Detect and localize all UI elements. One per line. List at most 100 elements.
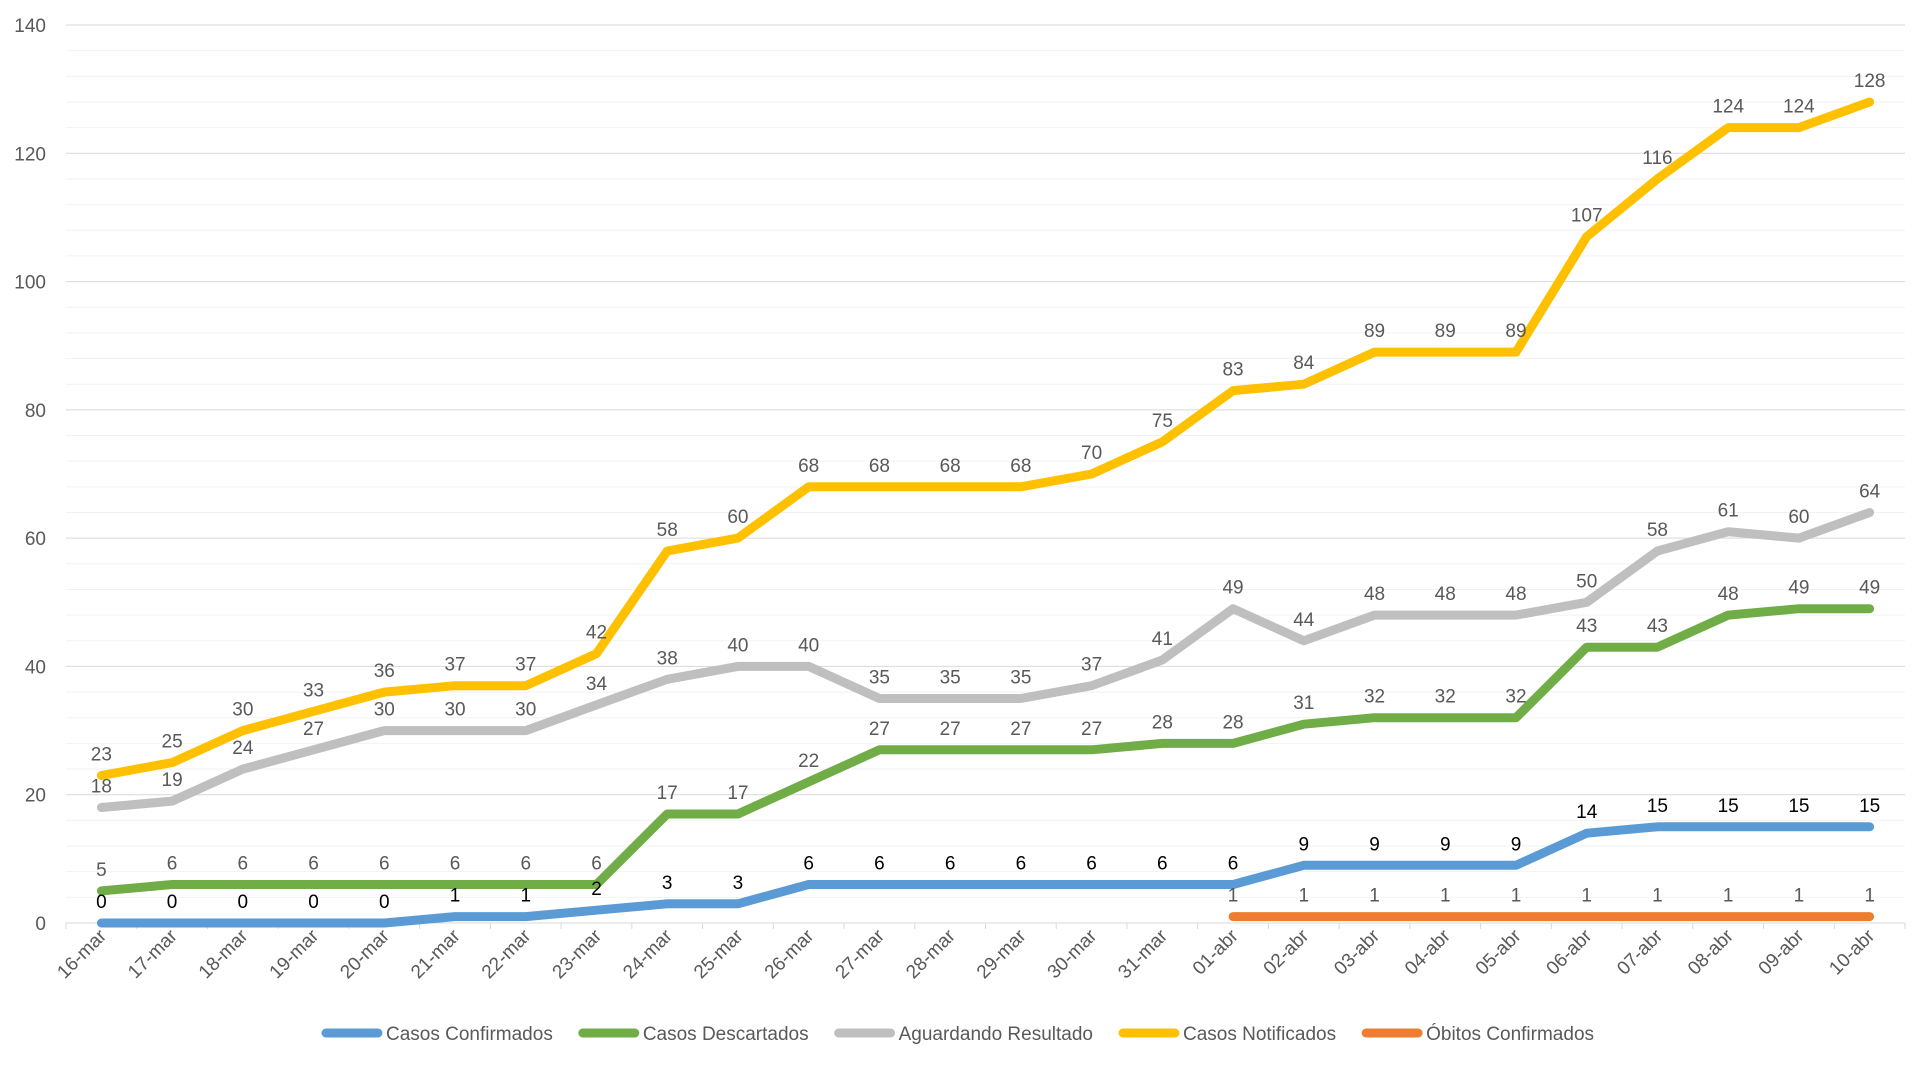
data-label: 30 bbox=[374, 700, 395, 721]
y-tick-label: 100 bbox=[14, 273, 46, 294]
data-label: 36 bbox=[374, 661, 395, 682]
data-label: 34 bbox=[586, 674, 608, 695]
data-label: 124 bbox=[1712, 97, 1744, 118]
data-label: 48 bbox=[1505, 584, 1526, 605]
data-label: 60 bbox=[727, 507, 748, 528]
data-label: 1 bbox=[1369, 886, 1380, 907]
data-label: 1 bbox=[450, 886, 461, 907]
data-label: 70 bbox=[1081, 443, 1102, 464]
y-tick-label: 40 bbox=[25, 657, 46, 678]
data-label: 64 bbox=[1859, 481, 1881, 502]
data-label: 40 bbox=[798, 635, 819, 656]
x-tick-label: 20-mar bbox=[336, 925, 394, 983]
legend: Casos Confirmados Casos Descartados Aguard… bbox=[321, 1023, 1594, 1045]
data-label: 33 bbox=[303, 680, 324, 701]
data-label: 49 bbox=[1222, 578, 1243, 599]
data-label: 37 bbox=[515, 655, 536, 676]
data-label: 2 bbox=[591, 879, 602, 900]
data-label: 1 bbox=[1864, 886, 1875, 907]
data-label: 107 bbox=[1571, 206, 1603, 227]
data-label: 1 bbox=[1581, 886, 1592, 907]
data-label: 1 bbox=[1652, 886, 1663, 907]
data-label: 68 bbox=[940, 456, 961, 477]
x-tick-label: 17-mar bbox=[124, 925, 182, 983]
data-label: 0 bbox=[379, 892, 390, 913]
data-label: 116 bbox=[1642, 148, 1672, 169]
x-tick-label: 07-abr bbox=[1613, 925, 1667, 979]
data-label: 35 bbox=[1010, 668, 1031, 689]
data-label: 32 bbox=[1505, 687, 1526, 708]
data-label: 18 bbox=[91, 777, 112, 798]
data-label: 24 bbox=[232, 738, 254, 759]
data-label: 68 bbox=[1010, 456, 1031, 477]
data-label: 9 bbox=[1298, 834, 1309, 855]
data-label: 89 bbox=[1364, 321, 1385, 342]
data-label: 38 bbox=[657, 648, 678, 669]
data-label: 6 bbox=[450, 854, 461, 875]
data-label: 44 bbox=[1293, 610, 1315, 631]
data-label: 0 bbox=[308, 892, 319, 913]
x-tick-label: 10-abr bbox=[1825, 925, 1879, 979]
data-label: 17 bbox=[657, 783, 678, 804]
data-label: 3 bbox=[662, 873, 673, 894]
data-label: 25 bbox=[162, 732, 183, 753]
legend-label: Aguardando Resultado bbox=[899, 1024, 1093, 1045]
data-label: 9 bbox=[1440, 834, 1451, 855]
x-tick-label: 23-mar bbox=[549, 925, 607, 983]
data-label: 15 bbox=[1718, 796, 1739, 817]
data-label: 89 bbox=[1505, 321, 1526, 342]
x-tick-label: 05-abr bbox=[1472, 925, 1526, 979]
legend-label: Casos Confirmados bbox=[386, 1024, 553, 1045]
data-label: 37 bbox=[444, 655, 465, 676]
data-label: 6 bbox=[803, 854, 814, 875]
data-label: 1 bbox=[1723, 886, 1734, 907]
data-label: 37 bbox=[1081, 655, 1102, 676]
series-line-casos-confirmados bbox=[96, 822, 1875, 928]
x-tick-label: 03-abr bbox=[1330, 925, 1384, 979]
data-label: 5 bbox=[96, 860, 107, 881]
data-label: 6 bbox=[308, 854, 319, 875]
x-tick-label: 27-mar bbox=[832, 925, 890, 983]
data-label: 43 bbox=[1576, 616, 1597, 637]
data-label: 6 bbox=[238, 854, 249, 875]
data-label: 58 bbox=[1647, 520, 1668, 541]
data-label: 49 bbox=[1859, 578, 1880, 599]
x-tick-label: 30-mar bbox=[1044, 925, 1102, 983]
data-label: 30 bbox=[232, 700, 253, 721]
data-label: 128 bbox=[1854, 71, 1886, 92]
data-label: 75 bbox=[1152, 411, 1173, 432]
data-label: 27 bbox=[869, 719, 890, 740]
x-tick-label: 01-abr bbox=[1189, 925, 1243, 979]
x-tick-label: 29-mar bbox=[973, 925, 1031, 983]
x-tick-label: 06-abr bbox=[1543, 925, 1597, 979]
data-label: 27 bbox=[940, 719, 961, 740]
data-label: 1 bbox=[1440, 886, 1451, 907]
data-label: 48 bbox=[1718, 584, 1739, 605]
legend-label: Casos Notificados bbox=[1183, 1024, 1336, 1045]
data-label: 22 bbox=[798, 751, 819, 772]
x-tick-label: 16-mar bbox=[53, 925, 111, 983]
data-label: 83 bbox=[1222, 360, 1243, 381]
data-label: 27 bbox=[1010, 719, 1031, 740]
data-label: 19 bbox=[162, 770, 183, 791]
data-label: 1 bbox=[1511, 886, 1522, 907]
series-lines bbox=[96, 97, 1875, 928]
y-tick-label: 140 bbox=[14, 16, 46, 37]
series-line-casos-descartados bbox=[96, 604, 1875, 896]
data-label: 0 bbox=[238, 892, 249, 913]
x-tick-label: 02-abr bbox=[1260, 925, 1314, 979]
data-label: 1 bbox=[1228, 886, 1239, 907]
data-label: 28 bbox=[1152, 712, 1173, 733]
data-label: 6 bbox=[1086, 854, 1097, 875]
data-label: 1 bbox=[1794, 886, 1805, 907]
data-label: 28 bbox=[1222, 712, 1243, 733]
data-label: 3 bbox=[733, 873, 744, 894]
data-label: 0 bbox=[96, 892, 107, 913]
x-tick-label: 28-mar bbox=[902, 925, 960, 983]
x-tick-label: 19-mar bbox=[266, 925, 324, 983]
data-label: 9 bbox=[1369, 834, 1380, 855]
data-label: 6 bbox=[520, 854, 531, 875]
data-label: 43 bbox=[1647, 616, 1668, 637]
